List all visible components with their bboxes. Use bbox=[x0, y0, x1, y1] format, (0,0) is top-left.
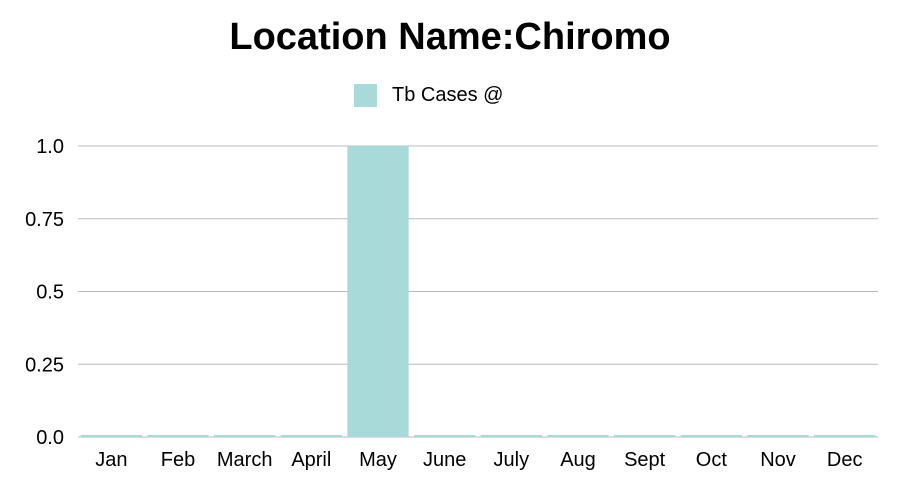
x-tick-label: June bbox=[423, 449, 466, 471]
x-tick-label: Nov bbox=[760, 449, 796, 471]
x-tick-label: Feb bbox=[161, 449, 195, 471]
bar-march bbox=[214, 435, 276, 437]
bars bbox=[80, 146, 876, 437]
x-tick-label: March bbox=[217, 449, 273, 471]
y-tick-label: 0.75 bbox=[25, 209, 64, 231]
y-axis-ticks: 0.0 0.25 0.5 0.75 1.0 bbox=[25, 136, 64, 449]
bar-nov bbox=[747, 435, 809, 437]
bar-may bbox=[347, 146, 409, 437]
bar-dec bbox=[814, 435, 876, 437]
bar-sept bbox=[614, 435, 676, 437]
x-tick-label: April bbox=[291, 449, 331, 471]
x-tick-label: May bbox=[359, 449, 397, 471]
x-tick-label: Dec bbox=[827, 449, 863, 471]
y-tick-label: 0.25 bbox=[25, 354, 64, 376]
bar-april bbox=[280, 435, 342, 437]
x-tick-label: Aug bbox=[560, 449, 596, 471]
legend-label: Tb Cases @ bbox=[392, 84, 504, 106]
y-tick-label: 0.0 bbox=[36, 427, 64, 449]
x-tick-label: Sept bbox=[624, 449, 666, 471]
x-tick-label: July bbox=[494, 449, 530, 471]
chart-title: Location Name:Chiromo bbox=[229, 16, 671, 58]
x-tick-label: Oct bbox=[696, 449, 728, 471]
x-axis-ticks: Jan Feb March April May June July Aug Sept Oct Nov… bbox=[95, 449, 862, 471]
bar-jan bbox=[80, 435, 142, 437]
bar-july bbox=[480, 435, 542, 437]
bar-oct bbox=[680, 435, 742, 437]
bar-feb bbox=[147, 435, 209, 437]
bar-june bbox=[414, 435, 476, 437]
y-tick-label: 1.0 bbox=[36, 136, 64, 158]
gridlines bbox=[78, 145, 878, 438]
x-tick-label: Jan bbox=[95, 449, 127, 471]
legend: Tb Cases @ bbox=[354, 83, 503, 107]
y-tick-label: 0.5 bbox=[36, 282, 64, 304]
bar-aug bbox=[547, 435, 609, 437]
legend-swatch bbox=[354, 83, 377, 107]
